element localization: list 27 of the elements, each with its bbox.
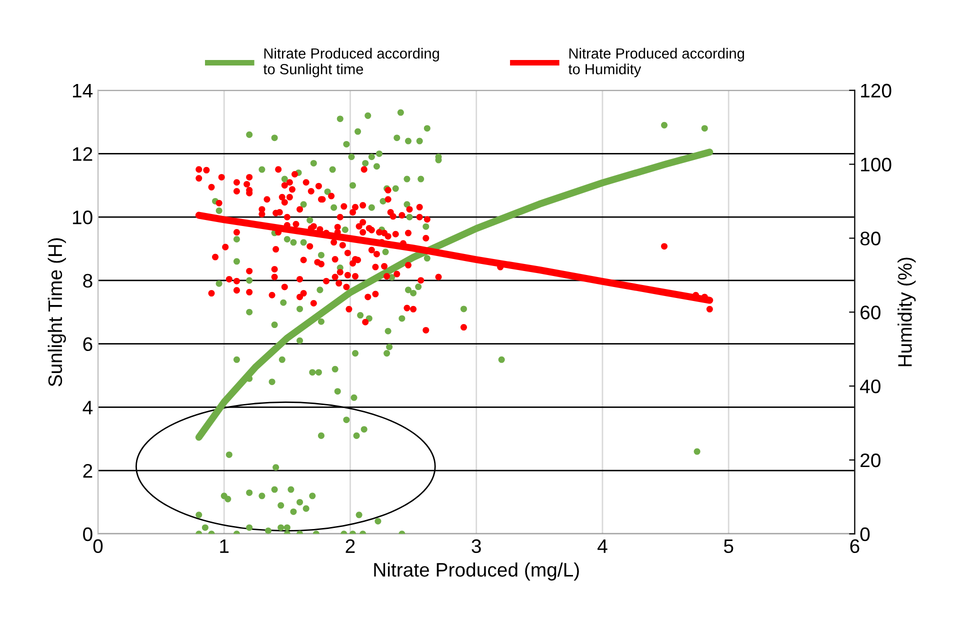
legend-label: Nitrate Produced according to Sunlight time — [263, 48, 439, 78]
y2-tick-label: 120 — [861, 84, 892, 98]
x-tick-label: 6 — [850, 539, 860, 554]
y2-tick-label: 60 — [860, 306, 880, 320]
legend-label: Nitrate Produced according to Humidity — [568, 48, 744, 78]
y-tick-label: 2 — [83, 464, 92, 478]
x-tick-label: 4 — [598, 539, 608, 553]
x-tick-label: 3 — [472, 539, 481, 554]
y2-tick-label: 100 — [861, 158, 892, 172]
y-tick-label: 14 — [72, 84, 93, 98]
x-tick-label: 5 — [724, 539, 734, 554]
x-axis-title: Nitrate Produced (mg/L) — [374, 562, 579, 581]
x-tick-label: 1 — [220, 539, 229, 553]
y-tick-label: 12 — [72, 147, 92, 161]
y-tick-label: 0 — [83, 527, 92, 542]
y2-tick-label: 20 — [860, 453, 880, 468]
y-axis-title: Sunlight Time (H) — [48, 238, 66, 386]
y2-axis-title: Humidity (%) — [898, 258, 916, 366]
x-tick-label: 0 — [93, 539, 103, 554]
y-tick-label: 6 — [83, 337, 92, 352]
y-tick-label: 10 — [72, 210, 92, 224]
y2-tick-label: 80 — [860, 232, 880, 246]
y-tick-label: 4 — [82, 400, 93, 414]
y2-tick-label: 40 — [860, 380, 880, 394]
y2-tick-label: 0 — [860, 527, 870, 542]
x-tick-label: 2 — [346, 539, 355, 553]
y-tick-label: 8 — [83, 274, 92, 288]
